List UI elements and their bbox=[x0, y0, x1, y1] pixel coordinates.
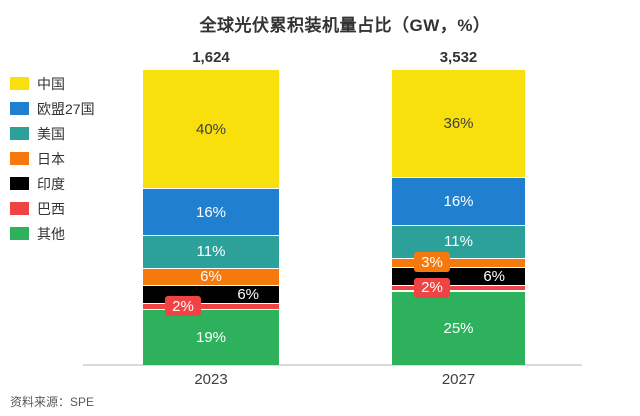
legend-label: 其他 bbox=[37, 225, 65, 242]
x-axis-line bbox=[83, 364, 582, 366]
segment-value-label: 25% bbox=[443, 319, 474, 337]
segment-callout-label: 3% bbox=[414, 252, 450, 273]
bar-segment: 16% bbox=[143, 188, 279, 236]
legend-swatch-icon bbox=[10, 227, 29, 240]
source-note: 资料来源：SPE bbox=[10, 395, 95, 409]
legend-item: 日本 bbox=[10, 146, 95, 171]
segment-callout-label: 2% bbox=[165, 296, 201, 316]
legend-swatch-icon bbox=[10, 77, 29, 90]
legend-swatch-icon bbox=[10, 152, 29, 165]
bar-total-label: 3,532 bbox=[439, 49, 478, 66]
segment-value-label: 40% bbox=[195, 120, 227, 138]
legend-swatch-icon bbox=[10, 102, 29, 115]
bar-segment: 6% bbox=[143, 285, 279, 304]
legend-label: 中国 bbox=[37, 75, 65, 92]
legend-item: 中国 bbox=[10, 71, 95, 96]
legend-item: 其他 bbox=[10, 221, 95, 246]
chart-legend: 中国欧盟27国美国日本印度巴西其他 bbox=[10, 71, 95, 246]
bar-segment: 6% bbox=[143, 267, 279, 286]
legend-item: 欧盟27国 bbox=[10, 96, 95, 121]
segment-value-label: 11% bbox=[196, 243, 226, 261]
legend-label: 印度 bbox=[37, 175, 65, 192]
legend-label: 欧盟27国 bbox=[37, 100, 95, 117]
bar-segment: 11% bbox=[392, 224, 525, 258]
bar-segment bbox=[392, 284, 525, 291]
segment-value-label: 19% bbox=[195, 328, 227, 346]
bar-segment: 25% bbox=[392, 290, 525, 365]
legend-label: 巴西 bbox=[37, 200, 65, 217]
bar-total-label: 1,624 bbox=[192, 49, 230, 66]
legend-swatch-icon bbox=[10, 127, 29, 140]
legend-item: 巴西 bbox=[10, 196, 95, 221]
bar-segment: 40% bbox=[143, 70, 279, 188]
bar-segment: 11% bbox=[143, 235, 279, 268]
legend-item: 美国 bbox=[10, 121, 95, 146]
bar-segment bbox=[143, 303, 279, 309]
legend-swatch-icon bbox=[10, 202, 29, 215]
legend-label: 美国 bbox=[37, 125, 65, 142]
legend-swatch-icon bbox=[10, 177, 29, 190]
segment-value-label: 11% bbox=[444, 233, 473, 251]
segment-value-label: 6% bbox=[483, 267, 505, 285]
bar-column: 40% 16% 11% 6% 6% 2% 19% bbox=[143, 70, 279, 365]
segment-value-label: 16% bbox=[195, 203, 227, 221]
legend-label: 日本 bbox=[37, 150, 65, 167]
bar-segment: 19% bbox=[143, 308, 279, 365]
bar-segment bbox=[392, 257, 525, 267]
legend-item: 印度 bbox=[10, 171, 95, 196]
bar-segment: 36% bbox=[392, 70, 525, 178]
bar-column: 36% 16% 11% 3% 6% 2% 25% bbox=[392, 70, 525, 365]
segment-value-label: 16% bbox=[443, 193, 474, 211]
segment-value-label: 6% bbox=[200, 268, 222, 286]
x-axis-category-label: 2027 bbox=[441, 371, 476, 388]
x-axis-category-label: 2023 bbox=[194, 371, 228, 388]
segment-value-label: 36% bbox=[443, 115, 474, 133]
bar-segment: 6% bbox=[392, 266, 525, 285]
segment-callout-label: 2% bbox=[414, 277, 450, 298]
segment-value-label: 6% bbox=[237, 286, 259, 304]
bar-segment: 16% bbox=[392, 177, 525, 225]
chart-title: 全球光伏累积装机量占比（GW，%） bbox=[199, 16, 491, 35]
